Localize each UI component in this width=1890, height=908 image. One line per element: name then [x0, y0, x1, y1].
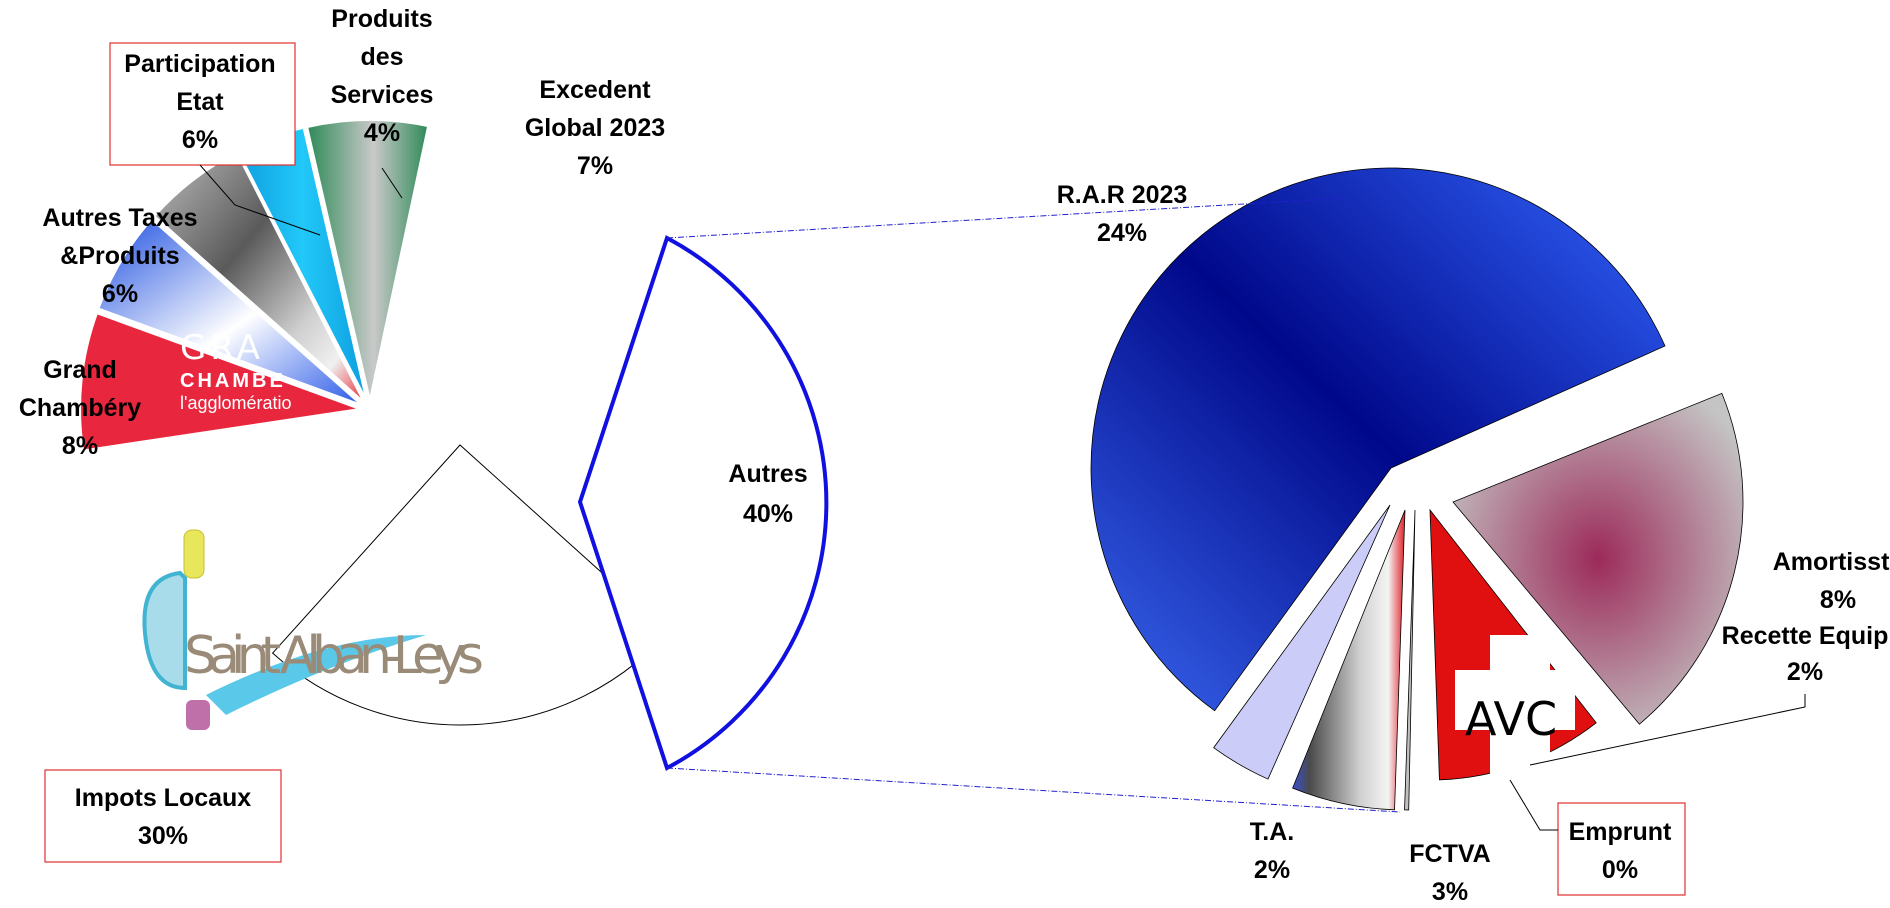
- label-recette-equip-line: 2%: [1787, 658, 1823, 686]
- label-fctva: FCTVA 3%: [1409, 840, 1490, 906]
- slice-amortissts: [1452, 392, 1744, 725]
- label-impots-locaux-box: [44, 769, 282, 863]
- label-participation-etat-box: [109, 42, 296, 166]
- label-autres-taxes-produits: Autres Taxes&Produits 6%: [42, 204, 197, 308]
- label-autres-line: 40%: [743, 500, 793, 528]
- label-excedent-global-2023-line: 7%: [577, 152, 613, 180]
- data-labels: Impots Locaux 30% Grand Chambéry 8% Autres Ta…: [19, 5, 1890, 906]
- label-autres: Autres 40%: [728, 460, 807, 528]
- label-fctva-line: FCTVA: [1409, 840, 1490, 868]
- leader-line: [381, 167, 403, 199]
- label-autres-taxes-produits-line: &Produits: [60, 242, 179, 270]
- label-emprunt-line: Emprunt: [1569, 818, 1672, 846]
- label-produits-des-services: Produits des Services 4%: [331, 5, 434, 147]
- label-autres-line: Autres: [728, 460, 807, 488]
- label-excedent-global-2023: Excedent Global 2023 7%: [525, 76, 665, 180]
- label-amortissts: Amortissts 8%: [1773, 548, 1890, 614]
- label-r-a-r-2023-line: 24%: [1097, 219, 1147, 247]
- label-grand-chambery-line: Grand: [43, 356, 117, 384]
- slice-impots-locaux: Saint Alban-Leys: [142, 444, 669, 730]
- label-impots-locaux-line: Impots Locaux: [75, 784, 252, 812]
- label-t-a-line: 2%: [1254, 856, 1290, 884]
- label-impots-locaux: Impots Locaux 30%: [44, 769, 282, 863]
- pie-connector-lines: [666, 197, 1401, 813]
- grand-chambery-logo-text-1: GRA: [180, 328, 264, 368]
- slice-autres: [577, 235, 829, 771]
- label-grand-chambery-line: 8%: [62, 432, 98, 460]
- label-grand-chambery-line: Chambéry: [19, 394, 141, 422]
- label-produits-des-services-line: Services: [331, 81, 434, 109]
- slice-t-a: [1213, 504, 1391, 780]
- slice-autres-taxes-produits: [97, 217, 363, 406]
- label-participation-etat-line: 6%: [182, 126, 218, 154]
- label-produits-des-services-line: Produits: [331, 5, 432, 33]
- leader-line: [1529, 694, 1806, 766]
- leader-line: [1509, 779, 1558, 831]
- slice-excedent-global-2023: [305, 119, 430, 401]
- label-excedent-global-2023-line: Global 2023: [525, 114, 665, 142]
- label-t-a-line: T.A.: [1250, 818, 1294, 846]
- label-impots-locaux-line: 30%: [138, 822, 188, 850]
- grand-chambery-logo-text-2: CHAMBE: [180, 370, 286, 392]
- secondary-pie: AVC: [1090, 167, 1744, 811]
- slice-recette-equip: AVC: [1429, 508, 1597, 785]
- slice-r-a-r-2023: [1090, 167, 1666, 712]
- leader-line: [199, 164, 321, 236]
- label-r-a-r-2023-line: R.A.R 2023: [1057, 181, 1188, 209]
- label-grand-chambery: Grand Chambéry 8%: [19, 356, 141, 460]
- label-autres-taxes-produits-line: 6%: [102, 280, 138, 308]
- label-recette-equip-line: Recette Equip: [1722, 622, 1889, 650]
- slice-emprunt: [1404, 509, 1416, 811]
- label-autres-taxes-produits-line: Autres Taxes: [42, 204, 197, 232]
- label-amortissts-line: Amortissts: [1773, 548, 1890, 576]
- label-t-a: T.A. 2%: [1250, 818, 1294, 884]
- label-produits-des-services-line: des: [360, 43, 403, 71]
- label-emprunt-line: 0%: [1602, 856, 1638, 884]
- label-recette-equip: Recette Equip 2%: [1722, 622, 1889, 686]
- slice-fctva: [1292, 509, 1406, 811]
- label-r-a-r-2023: R.A.R 2023 24%: [1057, 181, 1188, 247]
- label-fctva-line: 3%: [1432, 878, 1468, 906]
- connector-bottom: [666, 767, 1401, 813]
- label-emprunt-box: [1557, 802, 1686, 896]
- label-amortissts-line: 8%: [1820, 586, 1856, 614]
- connector-top: [666, 197, 1346, 239]
- savoie-logo-text: AVC: [1465, 692, 1557, 746]
- label-participation-etat: Participation Etat 6%: [109, 42, 296, 166]
- grand-chambery-logo-text-3: l'agglomératio: [180, 393, 291, 413]
- label-produits-des-services-line: 4%: [364, 119, 400, 147]
- label-participation-etat-line: Etat: [176, 88, 224, 116]
- label-participation-etat-line: Participation: [124, 50, 275, 78]
- saint-alban-logo-text: Saint Alban-Leys: [184, 626, 484, 686]
- label-excedent-global-2023-line: Excedent: [539, 76, 651, 104]
- label-emprunt: Emprunt 0%: [1557, 802, 1686, 896]
